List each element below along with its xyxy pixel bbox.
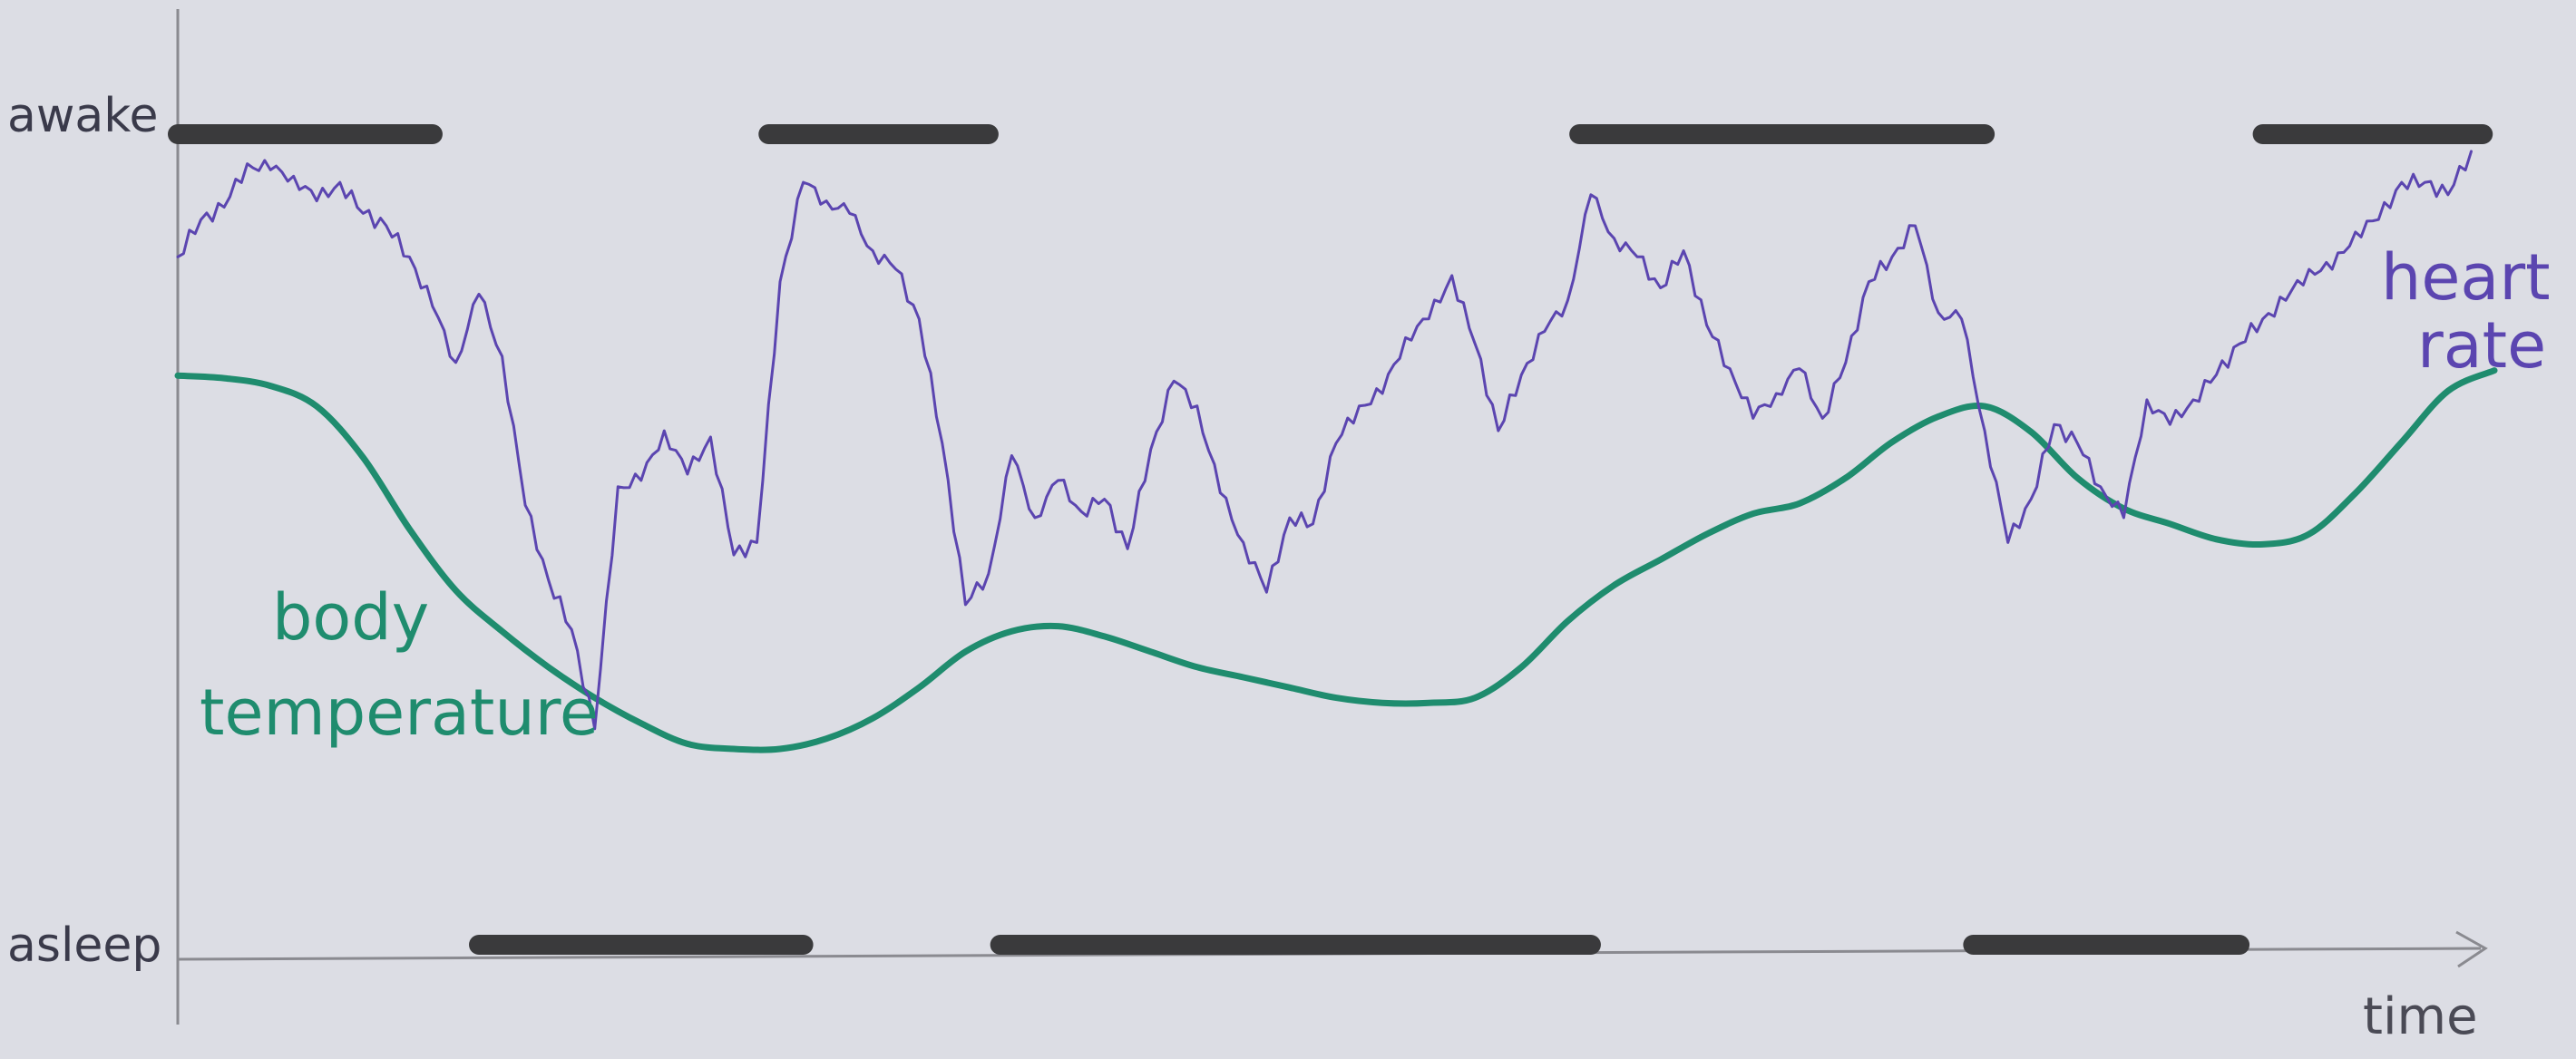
y-tick-asleep: asleep [7, 918, 161, 973]
label-heart-rate-line1: heart [2381, 240, 2551, 315]
x-axis-arrowhead [2455, 930, 2488, 968]
label-body-temperature-line1: body [272, 580, 429, 655]
x-axis-label: time [2363, 987, 2478, 1046]
series-line-body-temperature [174, 367, 2498, 753]
y-tick-awake: awake [7, 89, 159, 143]
series-line-heart-rate [176, 150, 2473, 731]
label-heart-rate-line2: rate [2417, 308, 2546, 383]
label-body-temperature-line2: temperature [200, 675, 599, 750]
